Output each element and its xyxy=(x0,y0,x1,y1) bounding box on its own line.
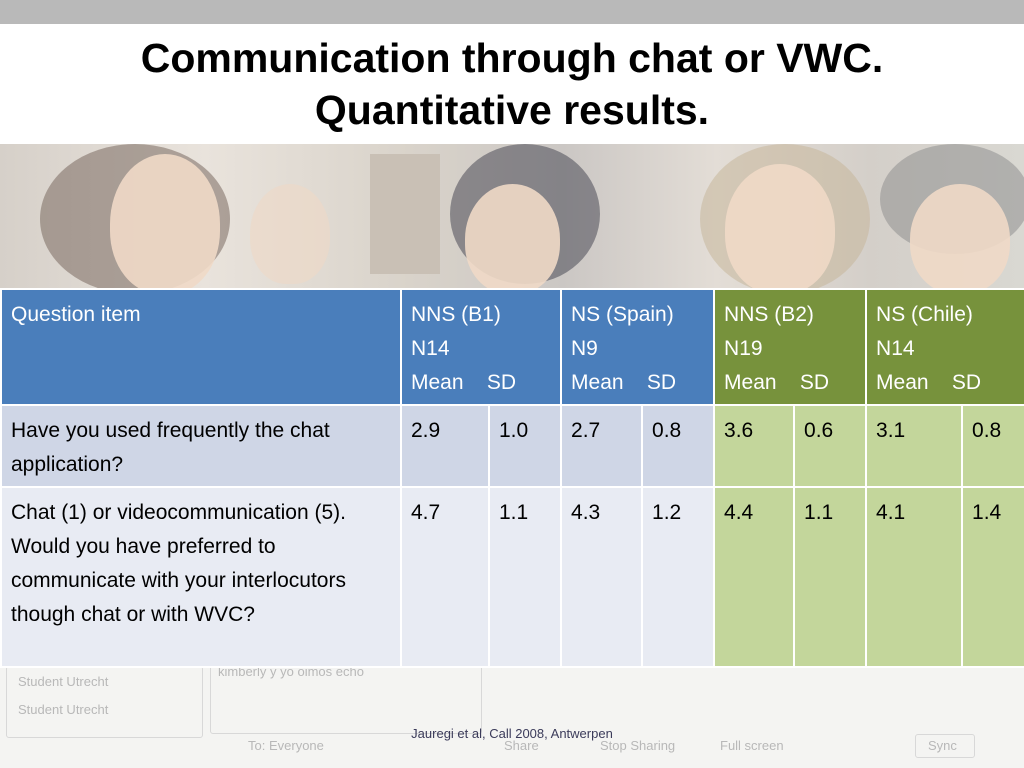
value-cell: 1.2 xyxy=(641,486,716,668)
slide-title: Communication through chat or VWC. Quant… xyxy=(0,32,1024,136)
table-row: Have you used frequently the chat applic… xyxy=(0,404,1024,488)
group-n: N9 xyxy=(571,337,598,360)
group-n: N14 xyxy=(411,337,450,360)
header-question-item: Question item xyxy=(0,288,402,406)
bookshelf xyxy=(370,154,440,274)
group-cols: Mean SD xyxy=(876,371,982,394)
table-row: Chat (1) or videocommunication (5). Woul… xyxy=(0,486,1024,668)
value-cell: 0.8 xyxy=(641,404,716,488)
slide-title-line-1: Communication through chat or VWC. xyxy=(140,35,884,81)
group-name: NNS (B2) xyxy=(724,303,814,326)
header-group-ns-spain: NS (Spain) N9 Mean SD xyxy=(560,288,716,406)
value-cell: 0.8 xyxy=(961,404,1024,488)
participant-1: Student Utrecht xyxy=(18,674,109,689)
value-cell: 1.0 xyxy=(487,404,563,488)
slide-footer: Jauregi et al, Call 2008, Antwerpen xyxy=(411,726,613,741)
value-cell: 2.9 xyxy=(400,404,490,488)
group-cols: Mean SD xyxy=(571,371,677,394)
group-name: NS (Spain) xyxy=(571,303,674,326)
to-label-text: To: xyxy=(248,738,266,753)
webcam-face-1 xyxy=(110,154,220,288)
question-cell: Have you used frequently the chat applic… xyxy=(0,404,402,488)
group-cols: Mean SD xyxy=(411,371,517,394)
value-cell: 2.7 xyxy=(560,404,644,488)
value-cell: 1.1 xyxy=(487,486,563,668)
chat-message: kimberly y yo oimos echo xyxy=(218,664,364,679)
group-name: NS (Chile) xyxy=(876,303,973,326)
value-cell: 1.4 xyxy=(961,486,1024,668)
value-cell: 4.1 xyxy=(865,486,964,668)
share-button: Share xyxy=(504,738,539,753)
full-screen-button: Full screen xyxy=(720,738,784,753)
top-bar xyxy=(0,0,1024,24)
webcam-photo-strip xyxy=(0,144,1024,288)
to-label: To: Everyone xyxy=(248,738,324,753)
value-cell: 3.1 xyxy=(865,404,964,488)
group-cols: Mean SD xyxy=(724,371,830,394)
header-group-ns-chile: NS (Chile) N14 Mean SD xyxy=(865,288,1024,406)
webcam-face-2 xyxy=(250,184,330,284)
value-cell: 0.6 xyxy=(793,404,868,488)
sync-button-frame xyxy=(915,734,975,758)
slide-title-line-2: Quantitative results. xyxy=(314,87,710,133)
webcam-face-5 xyxy=(910,184,1010,288)
to-value: Everyone xyxy=(268,738,324,753)
stop-sharing-button: Stop Sharing xyxy=(600,738,676,753)
header-group-nns-b1: NNS (B1) N14 Mean SD xyxy=(399,288,563,406)
results-table: Question item NNS (B1) N14 Mean SD NS (S… xyxy=(0,288,1024,668)
table-header-row: Question item NNS (B1) N14 Mean SD NS (S… xyxy=(0,288,1024,406)
group-name: NNS (B1) xyxy=(411,303,501,326)
value-cell: 1.1 xyxy=(793,486,868,668)
group-n: N19 xyxy=(724,337,763,360)
chat-window-backdrop: Student Utrecht Student Utrecht kimberly… xyxy=(0,660,1024,768)
value-cell: 4.3 xyxy=(560,486,644,668)
participant-2: Student Utrecht xyxy=(18,702,109,717)
value-cell: 3.6 xyxy=(713,404,796,488)
webcam-face-4 xyxy=(725,164,835,288)
value-cell: 4.4 xyxy=(713,486,796,668)
webcam-face-3 xyxy=(465,184,560,288)
sync-button: Sync xyxy=(928,738,957,753)
group-n: N14 xyxy=(876,337,915,360)
question-cell: Chat (1) or videocommunication (5). Woul… xyxy=(0,486,402,668)
value-cell: 4.7 xyxy=(400,486,490,668)
header-group-nns-b2: NNS (B2) N19 Mean SD xyxy=(713,288,868,406)
